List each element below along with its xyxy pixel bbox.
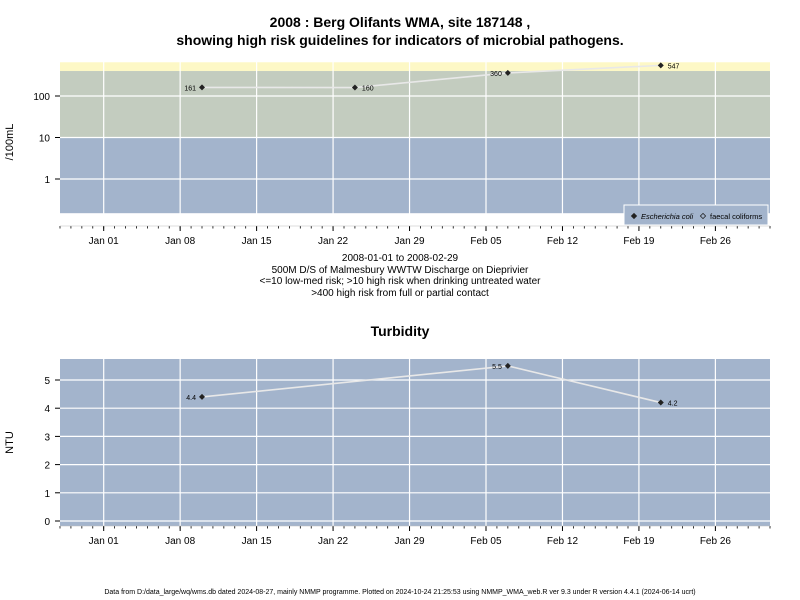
chart-title-line1: 2008 : Berg Olifants WMA, site 187148 ,: [269, 14, 531, 30]
x-tick-label: Jan 01: [89, 236, 119, 247]
x-tick-label: Jan 29: [395, 536, 425, 547]
microbial-chart: Jan 01 Jan 08 Jan 15 Jan 22 Jan 29 Feb 05 Feb …: [4, 58, 771, 247]
caption-guideline-drinking: <=10 low-med risk; >10 high risk when dr…: [259, 276, 541, 287]
x-tick-label: Jan 08: [165, 536, 195, 547]
data-label: 161: [184, 85, 196, 92]
data-point: [504, 362, 511, 369]
legend-marker: [699, 212, 707, 220]
y-tick-label: 1: [44, 489, 50, 500]
y-axis-title: /100mL: [4, 124, 16, 161]
caption-date-range: 2008-01-01 to 2008-02-29: [341, 253, 459, 264]
x-tick-label: Jan 22: [318, 536, 348, 547]
data-label: 547: [668, 63, 680, 70]
data-label: 360: [490, 71, 502, 78]
data-point: [657, 399, 664, 406]
guideline-band: [60, 137, 770, 214]
y-tick-label: 3: [44, 432, 50, 443]
data-label: 160: [362, 86, 374, 93]
data-point: [657, 62, 664, 69]
y-tick-label: 100: [33, 92, 50, 103]
guideline-band: [60, 62, 770, 72]
legend-label: Escherichia coli: [641, 212, 693, 221]
x-tick-label: Feb 19: [623, 536, 655, 547]
data-label: 5.5: [492, 364, 502, 371]
plot-background: [60, 359, 770, 526]
x-tick-label: Feb 05: [470, 236, 502, 247]
turbidity-chart-title: Turbidity: [370, 323, 430, 339]
data-point: [199, 84, 205, 91]
x-tick-label: Jan 15: [242, 536, 272, 547]
y-tick-label: 4: [44, 404, 50, 415]
x-tick-label: Jan 22: [318, 236, 348, 247]
y-tick-label: 0: [44, 517, 50, 528]
data-point: [504, 69, 511, 76]
x-tick-label: Feb 26: [700, 236, 732, 247]
x-tick-label: Feb 26: [700, 536, 732, 547]
legend-box: [623, 204, 769, 226]
y-tick-label: 2: [44, 461, 50, 472]
x-tick-label: Jan 08: [165, 236, 195, 247]
data-label: 4.2: [668, 401, 678, 408]
data-label: 4.4: [186, 395, 196, 402]
y-axis-title: NTU: [4, 431, 16, 454]
legend: Escherichia coli faecal coliforms: [623, 204, 769, 226]
caption-site-description: 500M D/S of Malmesbury WWTW Discharge on…: [271, 264, 529, 276]
caption-guideline-contact: >400 high risk from full or partial cont…: [311, 287, 489, 299]
x-tick-label: Feb 12: [547, 236, 579, 247]
data-point: [199, 393, 205, 400]
legend-label: faecal coliforms: [710, 212, 762, 221]
footer-source-note: Data from D:/data_large/wq/wms.db dated …: [104, 589, 696, 596]
series-line: [201, 64, 661, 89]
turbidity-chart: Jan 01 Jan 08 Jan 15 Jan 22 Jan 29 Feb 05 Feb …: [4, 359, 771, 547]
y-tick-label: 1: [44, 175, 50, 186]
chart-title-line2: showing high risk guidelines for indicat…: [176, 32, 624, 48]
y-tick-label: 5: [44, 376, 50, 387]
data-point: [351, 84, 358, 91]
x-tick-label: Jan 29: [395, 236, 425, 247]
x-tick-label: Feb 19: [623, 236, 655, 247]
legend-marker: [630, 212, 638, 220]
x-tick-label: Jan 15: [242, 236, 272, 247]
x-tick-label: Jan 01: [89, 536, 119, 547]
x-tick-label: Feb 12: [547, 536, 579, 547]
x-tick-label: Feb 05: [470, 536, 502, 547]
y-tick-label: 10: [39, 134, 51, 145]
